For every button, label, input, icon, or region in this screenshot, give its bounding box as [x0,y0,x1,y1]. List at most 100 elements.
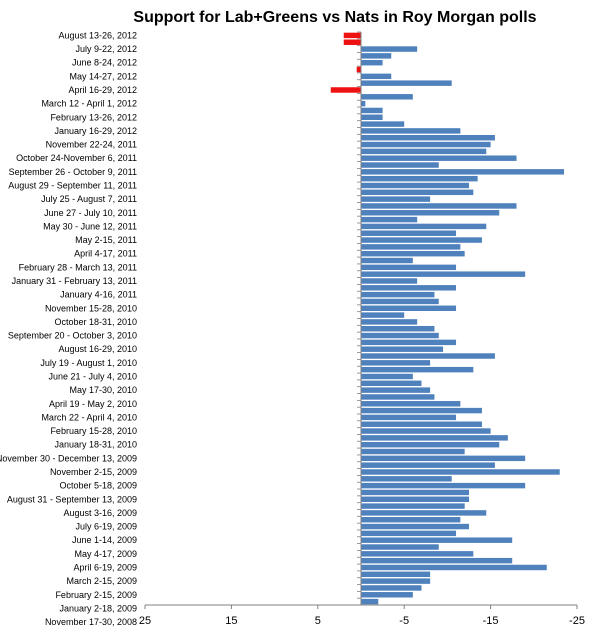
bar [361,496,469,502]
bar [361,551,474,557]
bar [361,223,487,230]
category-label: May 30 - June 12, 2011 [43,221,137,231]
bar [361,291,435,298]
bar [361,264,457,271]
category-label: August 13-26, 2012 [58,30,137,40]
bar [361,510,487,516]
category-label: June 21 - July 4, 2010 [48,371,137,381]
category-label: March 22 - April 4, 2010 [41,412,137,422]
bar [330,87,361,93]
bar [361,339,457,346]
bar [361,107,383,114]
bar [361,346,444,352]
bar [361,148,487,155]
bar [361,216,418,223]
category-label: July 6-19, 2009 [75,522,137,532]
bar [361,598,379,605]
category-label: August 29 - September 11, 2011 [8,180,137,190]
category-label: February 15-28, 2010 [50,426,137,436]
bar [361,114,383,120]
category-label: May 14-27, 2012 [69,71,137,81]
x-tick-label: 25 [139,615,151,627]
category-label: June 27 - July 10, 2011 [44,208,137,218]
bar [361,257,413,264]
bar [361,237,482,243]
category-label: April 19 - May 2, 2010 [49,399,137,409]
bar [361,503,465,509]
category-label: May 2-15, 2011 [75,235,137,245]
category-label: January 31 - February 13, 2011 [12,276,137,286]
bar [361,80,452,86]
bar [361,326,435,332]
bar [361,305,457,311]
bar [361,517,461,523]
bar [361,523,469,530]
bar [361,244,461,250]
bar [361,435,508,441]
category-label: January 4-16, 2011 [60,290,137,300]
category-label: October 5-18, 2009 [59,481,137,491]
bar [361,353,495,359]
category-label: January 16-29, 2012 [54,126,137,136]
category-label: August 16-29, 2010 [58,344,137,354]
category-label: November 2-15, 2009 [50,467,137,477]
category-label: November 22-24, 2011 [46,140,137,150]
bar [361,489,469,496]
bar [361,476,452,482]
bar [361,312,405,318]
bar [361,332,439,339]
bar [343,39,361,45]
category-label: July 9-22, 2012 [75,44,137,54]
category-label: August 3-16, 2009 [63,508,137,518]
bar [361,373,413,380]
category-label: February 13-26, 2012 [50,112,137,122]
bar [361,319,418,325]
category-label: April 6-19, 2009 [73,562,137,572]
bar [361,210,500,216]
bar [361,53,392,59]
bar [361,564,547,571]
bar [361,298,439,305]
category-label: July 19 - August 1, 2010 [40,358,137,368]
category-label: October 24-November 6, 2011 [16,153,137,163]
bar [361,585,422,591]
bar [361,578,431,584]
x-tick-label: 15 [225,615,237,627]
x-tick-label: -5 [399,615,409,627]
bar [361,46,418,52]
bar [361,128,461,134]
bar [361,414,457,421]
bar [361,360,431,366]
bar [361,571,431,578]
bar [361,462,495,468]
bar [361,592,413,598]
category-label: April 16-29, 2012 [68,85,137,95]
bar [361,441,500,448]
bar [361,162,439,168]
category-label: November 17-30, 2008 [45,617,137,627]
bar [361,537,513,543]
bar [361,196,431,202]
category-label: July 25 - August 7, 2011 [41,194,137,204]
bar [361,482,526,489]
category-label: November 30 - December 13, 2009 [0,453,137,463]
x-tick-label: 5 [315,615,321,627]
bar [361,59,383,66]
category-label: May 17-30, 2010 [69,385,137,395]
bar [361,387,431,393]
bar [361,469,560,475]
bar [361,278,418,284]
bar [361,100,366,107]
bar [361,169,565,175]
category-label: September 20 - October 3, 2010 [8,331,137,341]
bar [361,189,474,196]
bars-group [330,32,565,605]
bar [361,448,465,455]
tick-labels-group: 25 15 5 -5 -15 -25 [139,615,585,627]
category-label: January 2-18, 2009 [59,603,137,613]
bar [361,135,495,141]
bar [361,557,513,564]
x-tick-label: -15 [483,615,499,627]
category-label: May 4-17, 2009 [74,549,137,559]
